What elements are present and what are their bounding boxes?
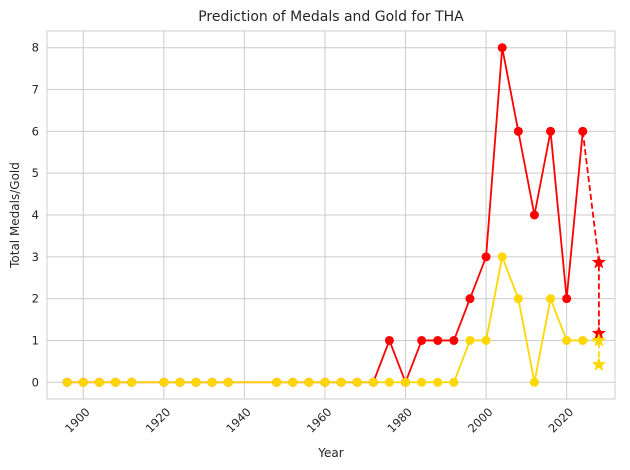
series-0-point bbox=[384, 335, 394, 345]
series-1-point bbox=[433, 377, 443, 387]
series-1-point bbox=[223, 377, 233, 387]
y-tick-label: 8 bbox=[32, 41, 39, 55]
series-1-point bbox=[513, 294, 523, 304]
series-1-point bbox=[94, 377, 104, 387]
prediction-0-star bbox=[591, 254, 607, 269]
y-tick-label: 4 bbox=[32, 208, 39, 222]
y-tick-label: 2 bbox=[32, 292, 39, 306]
chart-title: Prediction of Medals and Gold for THA bbox=[198, 9, 464, 25]
y-tick-label: 0 bbox=[32, 375, 39, 389]
series-0-point bbox=[546, 126, 556, 136]
y-tick-labels: 0 1 2 3 4 5 6 7 8 bbox=[32, 41, 39, 390]
series-1-point bbox=[529, 377, 539, 387]
series-1-line bbox=[67, 255, 583, 384]
y-tick-label: 6 bbox=[32, 124, 39, 138]
series-0-point bbox=[417, 335, 427, 345]
series-0-point bbox=[562, 294, 572, 304]
prediction-1-star bbox=[591, 357, 607, 371]
x-tick-label: 1940 bbox=[223, 405, 254, 436]
series-1-point bbox=[272, 377, 282, 387]
series-1-point bbox=[304, 377, 314, 387]
series-1-point bbox=[320, 377, 330, 387]
prediction-1-star bbox=[591, 332, 607, 347]
series-1-point bbox=[288, 377, 298, 387]
x-tick-label: 1980 bbox=[384, 405, 415, 436]
series-1-point bbox=[78, 377, 88, 387]
prediction-0-star bbox=[591, 325, 607, 340]
series-1-point bbox=[449, 377, 459, 387]
series-1-point bbox=[207, 377, 217, 387]
y-tick-label: 3 bbox=[32, 250, 39, 264]
series-1-point bbox=[62, 377, 72, 387]
x-tick-labels: 1900 1920 1940 1960 1980 2000 2020 bbox=[62, 405, 576, 436]
series-1-point bbox=[191, 377, 201, 387]
series-markers bbox=[62, 43, 607, 387]
series-1-point bbox=[175, 377, 185, 387]
x-tick-label: 1900 bbox=[62, 405, 93, 436]
x-tick-label: 1920 bbox=[143, 405, 174, 436]
series-0-point bbox=[497, 43, 507, 53]
series-0-point bbox=[481, 252, 491, 262]
series-0-point bbox=[465, 294, 475, 304]
series-0-point bbox=[513, 126, 523, 136]
series-1-point bbox=[127, 377, 137, 387]
series-0-point bbox=[529, 210, 539, 220]
series-1-point bbox=[417, 377, 427, 387]
y-tick-label: 1 bbox=[32, 333, 39, 347]
series-1-point bbox=[497, 252, 507, 262]
series-0-point bbox=[449, 335, 459, 345]
series-1-point bbox=[368, 377, 378, 387]
series-1-point bbox=[336, 377, 346, 387]
prediction-1-line bbox=[582, 339, 600, 365]
series-0-point bbox=[578, 126, 588, 136]
series-1-point bbox=[110, 377, 120, 387]
series-1-point bbox=[352, 377, 362, 387]
series-0-point bbox=[433, 335, 443, 345]
series-1-point bbox=[481, 335, 491, 345]
series-1-point bbox=[159, 377, 169, 387]
y-tick-label: 7 bbox=[32, 83, 39, 97]
series-1-point bbox=[401, 377, 411, 387]
y-axis-label: Total Medals/Gold bbox=[8, 162, 22, 269]
x-tick-label: 2020 bbox=[546, 405, 577, 436]
series-1-point bbox=[546, 294, 556, 304]
series-1-point bbox=[384, 377, 394, 387]
x-tick-label: 1960 bbox=[304, 405, 335, 436]
series-1-point bbox=[578, 335, 588, 345]
x-axis-label: Year bbox=[317, 446, 343, 460]
x-tick-label: 2000 bbox=[465, 405, 496, 436]
y-tick-label: 5 bbox=[32, 166, 39, 180]
series-1-point bbox=[562, 335, 572, 345]
series-1-point bbox=[465, 335, 475, 345]
